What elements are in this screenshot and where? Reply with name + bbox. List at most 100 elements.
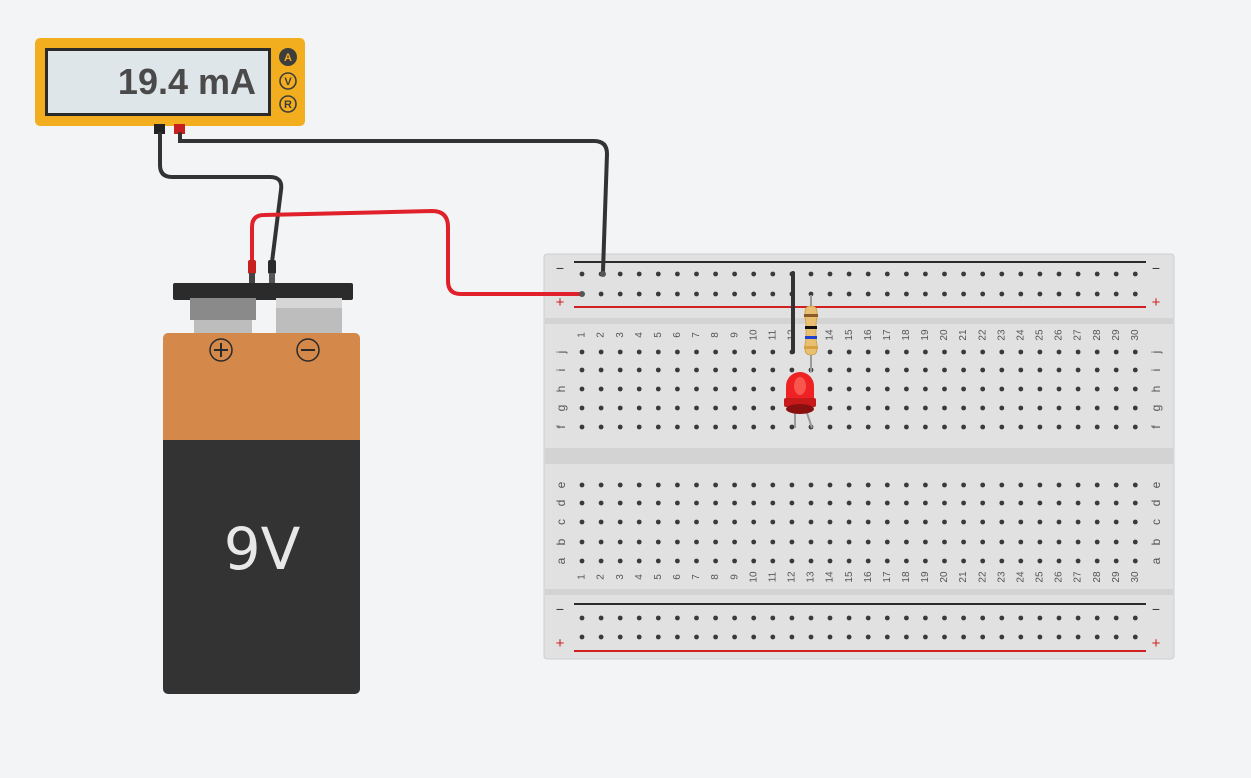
breadboard-hole[interactable] — [999, 539, 1005, 545]
breadboard-hole[interactable] — [1018, 500, 1024, 506]
breadboard-hole[interactable] — [980, 500, 986, 506]
breadboard-hole[interactable] — [865, 500, 871, 506]
breadboard-hole[interactable] — [598, 615, 604, 621]
breadboard-hole[interactable] — [636, 634, 642, 640]
breadboard-hole[interactable] — [865, 405, 871, 411]
breadboard-hole[interactable] — [598, 634, 604, 640]
breadboard-hole[interactable] — [808, 539, 814, 545]
breadboard-hole[interactable] — [598, 539, 604, 545]
breadboard-hole[interactable] — [713, 367, 718, 373]
breadboard-hole[interactable] — [980, 482, 986, 488]
breadboard-hole[interactable] — [675, 271, 680, 277]
breadboard-hole[interactable] — [808, 500, 814, 506]
breadboard-hole[interactable] — [675, 291, 680, 297]
breadboard-hole[interactable] — [923, 271, 928, 277]
breadboard-hole[interactable] — [1113, 405, 1119, 411]
breadboard-hole[interactable] — [1018, 634, 1024, 640]
breadboard-hole[interactable] — [942, 367, 947, 373]
breadboard-hole[interactable] — [636, 539, 642, 545]
breadboard-hole[interactable] — [904, 386, 909, 392]
breadboard-hole[interactable] — [675, 634, 680, 640]
battery-black-clip[interactable] — [268, 260, 276, 283]
breadboard-hole[interactable] — [675, 386, 680, 392]
breadboard-hole[interactable] — [942, 539, 947, 545]
breadboard-hole[interactable] — [655, 367, 661, 373]
breadboard-hole[interactable] — [980, 405, 986, 411]
breadboard-hole[interactable] — [655, 558, 661, 564]
breadboard-hole[interactable] — [770, 405, 776, 411]
breadboard-hole[interactable] — [999, 424, 1005, 430]
breadboard-hole[interactable] — [904, 271, 909, 277]
breadboard-hole[interactable] — [1094, 558, 1100, 564]
breadboard-hole[interactable] — [636, 271, 642, 277]
breadboard-hole[interactable] — [1113, 424, 1119, 430]
breadboard-hole[interactable] — [770, 500, 776, 506]
breadboard-hole[interactable] — [713, 424, 718, 430]
breadboard-hole[interactable] — [598, 291, 604, 297]
breadboard-hole[interactable] — [1132, 291, 1138, 297]
breadboard-hole[interactable] — [694, 424, 699, 430]
breadboard-hole[interactable] — [617, 424, 623, 430]
breadboard-hole[interactable] — [713, 519, 718, 525]
breadboard-hole[interactable] — [846, 500, 852, 506]
breadboard-hole[interactable] — [713, 615, 718, 621]
breadboard-hole[interactable] — [1132, 634, 1138, 640]
breadboard-hole[interactable] — [1094, 271, 1100, 277]
breadboard-hole[interactable] — [1075, 519, 1081, 525]
wires[interactable] — [158, 132, 795, 354]
breadboard-hole[interactable] — [1018, 558, 1024, 564]
breadboard-hole[interactable] — [1018, 539, 1024, 545]
breadboard-hole[interactable] — [961, 349, 966, 355]
breadboard-hole[interactable] — [923, 519, 928, 525]
breadboard-hole[interactable] — [732, 386, 737, 392]
breadboard-hole[interactable] — [846, 424, 852, 430]
breadboard-hole[interactable] — [770, 424, 776, 430]
breadboard-hole[interactable] — [1018, 482, 1024, 488]
breadboard-hole[interactable] — [1056, 500, 1062, 506]
breadboard-hole[interactable] — [846, 291, 852, 297]
breadboard-hole[interactable] — [1075, 271, 1081, 277]
breadboard-hole[interactable] — [1056, 424, 1062, 430]
breadboard-hole[interactable] — [751, 367, 757, 373]
breadboard-hole[interactable] — [1037, 386, 1043, 392]
breadboard-hole[interactable] — [1056, 349, 1062, 355]
breadboard-hole[interactable] — [617, 291, 623, 297]
breadboard-hole[interactable] — [808, 558, 814, 564]
breadboard-hole[interactable] — [846, 386, 852, 392]
breadboard-hole[interactable] — [923, 386, 928, 392]
breadboard-hole[interactable] — [999, 482, 1005, 488]
breadboard-hole[interactable] — [923, 539, 928, 545]
breadboard-hole[interactable] — [923, 634, 928, 640]
breadboard-hole[interactable] — [732, 349, 737, 355]
breadboard-hole[interactable] — [1132, 271, 1138, 277]
breadboard-hole[interactable] — [1037, 634, 1043, 640]
breadboard-hole[interactable] — [694, 539, 699, 545]
breadboard-hole[interactable] — [884, 367, 890, 373]
breadboard-hole[interactable] — [598, 500, 604, 506]
breadboard-hole[interactable] — [999, 634, 1005, 640]
breadboard-hole[interactable] — [1094, 539, 1100, 545]
breadboard-hole[interactable] — [999, 349, 1005, 355]
breadboard-hole[interactable] — [675, 615, 680, 621]
breadboard-hole[interactable] — [980, 291, 986, 297]
breadboard-hole[interactable] — [865, 482, 871, 488]
breadboard-hole[interactable] — [598, 405, 604, 411]
breadboard-hole[interactable] — [884, 482, 890, 488]
breadboard-hole[interactable] — [770, 367, 776, 373]
breadboard-hole[interactable] — [751, 405, 757, 411]
breadboard-hole[interactable] — [1113, 349, 1119, 355]
breadboard-hole[interactable] — [980, 367, 986, 373]
breadboard-hole[interactable] — [904, 291, 909, 297]
breadboard-hole[interactable] — [751, 424, 757, 430]
breadboard-hole[interactable] — [1094, 367, 1100, 373]
breadboard-hole[interactable] — [1075, 558, 1081, 564]
breadboard-hole[interactable] — [713, 482, 718, 488]
breadboard-hole[interactable] — [732, 405, 737, 411]
breadboard-hole[interactable] — [636, 386, 642, 392]
breadboard-hole[interactable] — [1056, 482, 1062, 488]
breadboard-hole[interactable] — [1018, 424, 1024, 430]
breadboard-hole[interactable] — [846, 519, 852, 525]
breadboard-hole[interactable] — [827, 386, 833, 392]
breadboard-hole[interactable] — [827, 500, 833, 506]
breadboard-hole[interactable] — [865, 424, 871, 430]
